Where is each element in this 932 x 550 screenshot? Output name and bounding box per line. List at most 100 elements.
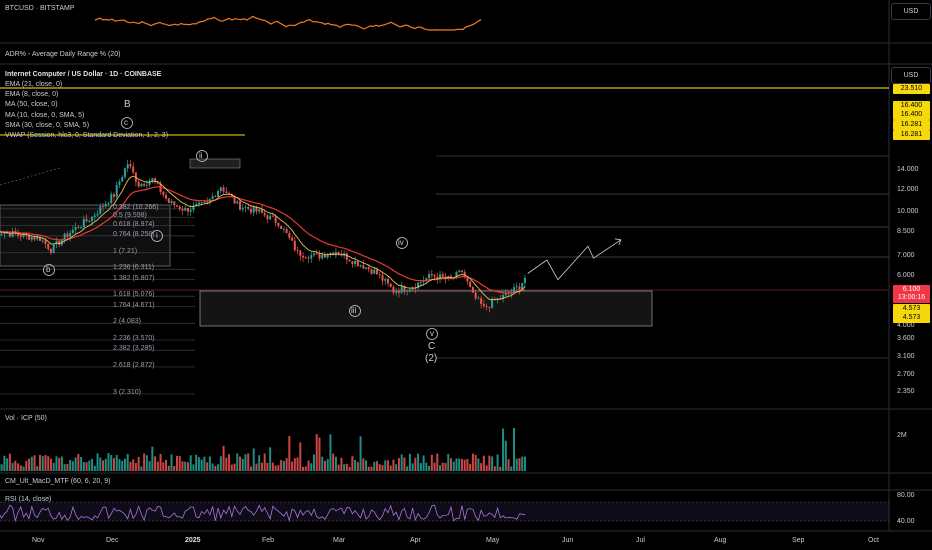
candle-body (121, 177, 124, 182)
volume-bar (159, 453, 162, 471)
price-badge: 4.573 (893, 313, 930, 323)
fib-label: 1 (7.21) (113, 247, 138, 255)
candle-body (376, 269, 379, 275)
volume-bar (208, 456, 211, 471)
candle-body (491, 299, 494, 308)
volume-bar (151, 446, 154, 471)
volume-bar (477, 458, 480, 471)
fib-label: 1.236 (6.311) (113, 264, 155, 272)
volume-bar (356, 462, 359, 471)
volume-bar (170, 454, 173, 471)
volume-bar (269, 447, 272, 471)
main-currency-button[interactable]: USD (891, 67, 931, 84)
candle-body (41, 240, 44, 242)
rsi-line[interactable] (0, 504, 526, 523)
volume-bar (436, 453, 439, 471)
volume-bar (211, 463, 214, 471)
volume-bar (214, 465, 217, 471)
volume-bar (91, 458, 94, 471)
candle-body (225, 191, 228, 194)
candle-body (523, 277, 526, 283)
candle-body (115, 185, 118, 197)
volume-bar (249, 466, 252, 471)
candle-body (244, 206, 247, 208)
volume-bar (417, 453, 420, 471)
candle-body (239, 201, 242, 210)
candle-body (310, 255, 313, 259)
main-symbol-title: Internet Computer / US Dollar · 1D · COI… (5, 71, 162, 78)
volume-bar (203, 456, 206, 471)
btc-price-line[interactable] (94, 15, 482, 31)
volume-bar (184, 461, 187, 471)
candle-body (488, 306, 491, 308)
zone-box-target[interactable] (199, 290, 653, 327)
volume-bar (36, 466, 39, 471)
candle-body (474, 292, 477, 299)
volume-bar (392, 459, 395, 471)
candle-body (58, 240, 61, 245)
candle-body (480, 298, 483, 305)
volume-bar (406, 466, 409, 471)
candle-body (165, 194, 168, 199)
volume-bar (518, 458, 521, 471)
indicator-legend-item: MA (50, close, 0) (5, 101, 58, 109)
candle-body (313, 253, 315, 256)
volume-bar (466, 458, 469, 471)
btc-pane-title: BTCUSD · BITSTAMP (5, 5, 75, 12)
volume-bar (282, 460, 285, 471)
volume-bar (313, 454, 315, 471)
candle-body (126, 164, 129, 169)
projection-path[interactable] (527, 238, 622, 281)
volume-bar (502, 428, 505, 471)
volume-bar (474, 454, 477, 471)
volume-bar (71, 461, 74, 471)
candle-body (186, 207, 189, 212)
candle-body (192, 205, 195, 210)
candle-body (381, 274, 384, 281)
candle-body (460, 270, 463, 273)
candle-body (397, 291, 400, 293)
candle-body (129, 164, 132, 167)
volume-bar (386, 460, 389, 471)
volume-bar (485, 465, 488, 471)
volume-bar (41, 456, 44, 471)
fib-label: 2.618 (2.872) (113, 361, 155, 369)
volume-bar (302, 466, 305, 471)
wave-label-2: (2) (425, 353, 438, 364)
candle-body (173, 201, 176, 206)
indicator-legend-item: MA (10, close, 0, SMA, 5) (5, 111, 85, 119)
volume-bar (80, 456, 83, 471)
volume-bar (217, 464, 220, 471)
candle-body (419, 282, 422, 283)
candle-body (96, 213, 99, 216)
volume-bar (247, 453, 250, 471)
volume-bar (176, 455, 178, 471)
candle-body (19, 235, 22, 237)
wave-label-iv: iv (398, 238, 404, 247)
candle-body (110, 194, 113, 204)
candle-body (241, 207, 244, 210)
volume-bar (115, 455, 118, 471)
candle-body (354, 260, 357, 265)
indicator-legend-item: VWAP (Session, hlc3, 0, Standard Deviati… (5, 132, 169, 139)
candle-body (85, 219, 88, 222)
candle-body (137, 181, 140, 187)
volume-bar (521, 456, 524, 471)
volume-bar (8, 453, 11, 471)
volume-bar (258, 455, 261, 471)
wave-label-c: c (124, 118, 128, 127)
trend-line[interactable] (0, 167, 61, 186)
volume-bar (452, 461, 455, 471)
candle-body (266, 215, 269, 220)
fib-label: 2.382 (3.285) (113, 345, 155, 353)
volume-bar (318, 437, 321, 471)
btc-currency-button[interactable]: USD (891, 3, 931, 20)
ema-8-line[interactable] (0, 175, 526, 301)
candle-body (521, 282, 524, 290)
zone-box-ii[interactable] (189, 158, 241, 169)
candle-body (17, 233, 20, 236)
candle-body (428, 274, 431, 279)
candle-body (373, 269, 376, 274)
time-axis-label: Aug (714, 537, 727, 544)
